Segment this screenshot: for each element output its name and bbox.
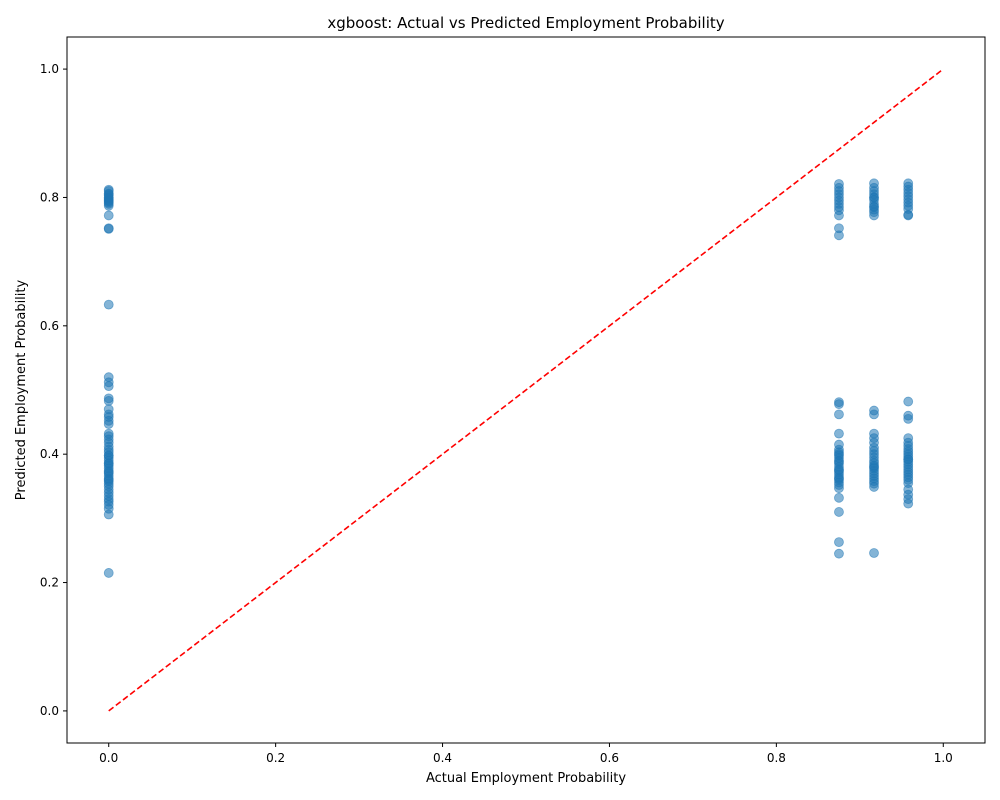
scatter-point: [834, 473, 844, 484]
scatter-point: [103, 509, 114, 520]
scatter-point: [834, 548, 844, 559]
scatter-point: [103, 224, 114, 234]
scatter-point: [903, 413, 914, 424]
scatter-point: [103, 474, 114, 485]
chart-title: xgboost: Actual vs Predicted Employment …: [327, 14, 724, 32]
scatter-point: [834, 465, 844, 476]
x-tick-label: 0.6: [600, 751, 619, 765]
scatter-point: [869, 462, 879, 472]
scatter-point: [834, 409, 844, 420]
scatter-point: [834, 230, 844, 241]
y-tick-label: 0.2: [40, 576, 59, 590]
x-axis-label: Actual Employment Probability: [426, 771, 626, 786]
scatter-point: [869, 192, 879, 203]
y-axis: 0.0 0.2 0.4 0.6 0.8 1.0: [40, 62, 67, 718]
x-tick-label: 0.2: [266, 751, 285, 765]
reference-line: [108, 68, 944, 712]
x-tick-label: 0.8: [767, 751, 786, 765]
plot-area: [103, 68, 944, 712]
scatter-point: [103, 458, 114, 469]
scatter-point: [869, 409, 879, 420]
y-tick-label: 1.0: [40, 62, 59, 76]
scatter-point: [869, 548, 879, 558]
plot-frame: [66, 36, 986, 744]
scatter-point: [834, 210, 844, 221]
scatter-point: [869, 482, 879, 492]
y-tick-label: 0.6: [40, 319, 59, 333]
scatter-point: [103, 195, 114, 206]
scatter-point: [834, 428, 844, 439]
scatter-point: [834, 399, 844, 410]
x-axis: 0.0 0.2 0.4 0.6 0.8 1.0: [99, 743, 953, 765]
scatter-point: [834, 456, 844, 467]
scatter-point: [869, 202, 879, 212]
scatter-point: [103, 450, 114, 461]
scatter-point: [103, 381, 114, 392]
scatter-point: [834, 507, 844, 517]
scatter-point: [903, 498, 914, 509]
y-axis-label: Predicted Employment Probability: [14, 279, 29, 500]
scatter-point: [834, 492, 844, 503]
y-tick-label: 0.4: [40, 447, 59, 461]
scatter-point: [834, 483, 844, 494]
scatter-point: [103, 419, 114, 429]
scatter-point: [903, 396, 914, 407]
scatter-point: [834, 537, 844, 548]
y-tick-label: 0.8: [40, 190, 59, 204]
scatter-point: [869, 210, 879, 221]
scatter-point: [103, 568, 114, 578]
scatter-point: [103, 396, 114, 406]
x-tick-label: 1.0: [934, 751, 953, 765]
x-tick-label: 0.0: [99, 751, 118, 765]
scatter-point: [103, 210, 114, 221]
scatter-point: [903, 210, 914, 221]
scatter-point: [903, 454, 914, 465]
x-tick-label: 0.4: [433, 751, 452, 765]
scatter-point: [103, 299, 114, 310]
y-tick-label: 0.0: [40, 704, 59, 718]
